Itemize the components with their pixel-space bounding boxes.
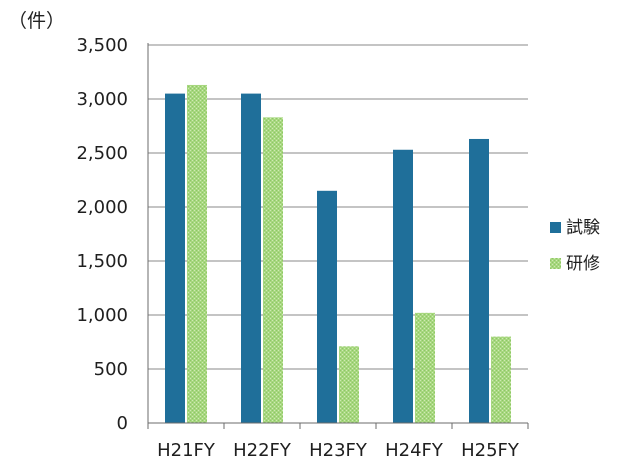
bar-shiken-h24fy	[393, 149, 413, 423]
y-tick-label: 0	[117, 413, 128, 434]
axis-layer: 0 500 1,000 1,500 2,000 2,500 3,000 3,500 H21FY H…	[76, 35, 529, 461]
bars-layer	[165, 84, 511, 424]
bar-shiken-h23fy	[317, 190, 337, 423]
y-tick-label: 2,500	[76, 143, 128, 164]
y-tick-label: 1,000	[76, 305, 128, 326]
bar-shiken-h21fy	[165, 93, 185, 423]
unit-label: （件）	[8, 10, 66, 32]
legend-swatch-shiken	[550, 222, 561, 233]
bar-kenshu-h21fy	[187, 84, 207, 424]
bar-kenshu-h24fy	[415, 312, 435, 423]
x-tick-label: H23FY	[309, 440, 368, 461]
y-tick-label: 3,000	[76, 89, 128, 110]
bar-shiken-h25fy	[469, 138, 489, 423]
legend-swatch-kenshu	[550, 258, 561, 269]
legend-label-kenshu: 研修	[566, 254, 600, 274]
y-tick-label: 2,000	[76, 197, 128, 218]
x-tick-label: H25FY	[461, 440, 520, 461]
x-tick-label: H24FY	[385, 440, 444, 461]
y-tick-label: 3,500	[76, 35, 128, 56]
x-tick-label: H22FY	[233, 440, 292, 461]
bar-shiken-h22fy	[241, 93, 261, 423]
bar-kenshu-h23fy	[339, 346, 359, 423]
bar-kenshu-h22fy	[263, 117, 283, 424]
legend-label-shiken: 試験	[566, 218, 600, 238]
grid-layer	[148, 44, 528, 370]
y-tick-label: 500	[94, 359, 128, 380]
bar-kenshu-h25fy	[491, 336, 511, 423]
x-tick-label: H21FY	[157, 440, 216, 461]
y-tick-label: 1,500	[76, 251, 128, 272]
